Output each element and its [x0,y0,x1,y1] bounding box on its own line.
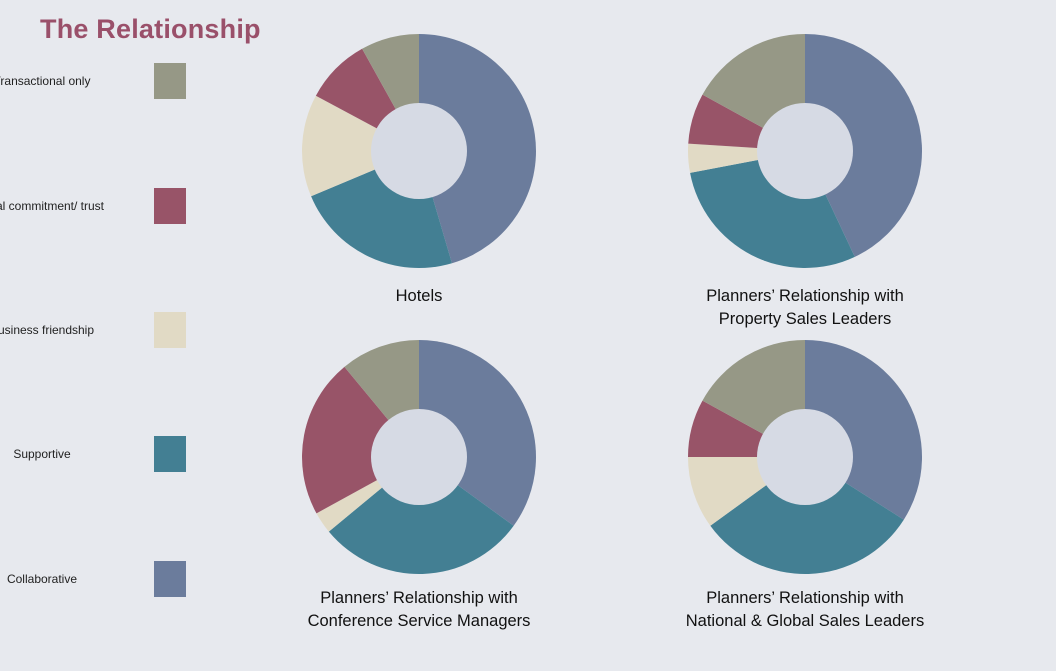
donut-hole [371,409,467,505]
legend-swatch [154,188,186,224]
donut-chart: Hotels [302,34,536,305]
legend-swatch [154,312,186,348]
donut-chart: Planners’ Relationship with Property Sale… [688,34,923,328]
chart-title-line: Hotels [396,287,443,305]
legend-label: Business friendship [0,323,95,337]
legend-item: Transactional only [0,61,200,101]
legend-swatch [154,436,186,472]
legend: Transactional only Total commitment/ trus… [0,0,260,671]
donut-hole [757,103,853,199]
chart-title-line: Property Sales Leaders [719,310,891,328]
chart-title-line: Planners’ Relationship with [320,589,518,607]
chart-title-line: Planners’ Relationship with [706,287,904,305]
legend-label: Total commitment/ trust [0,199,105,213]
donut-hole [757,409,853,505]
pie-slice [805,34,923,257]
chart-title-line: Conference Service Managers [308,612,531,630]
chart-title-line: Planners’ Relationship with [706,589,904,607]
pie-slice [419,34,536,264]
legend-item: Supportive [0,434,200,474]
chart-title-line: National & Global Sales Leaders [686,612,924,630]
chart-title: Planners’ Relationship with National & Gl… [686,589,924,630]
chart-title: Planners’ Relationship with Property Sale… [706,287,904,328]
legend-item: Total commitment/ trust [0,186,200,226]
pie-slice [328,457,514,574]
pie-slice [710,457,904,574]
legend-swatch [154,561,186,597]
chart-title: Planners’ Relationship with Conference Se… [308,589,531,630]
donut-chart: Planners’ Relationship with Conference Se… [302,340,536,630]
pie-slice [302,95,419,197]
pie-slice [302,366,419,514]
legend-label: Supportive [13,447,71,461]
pie-slice [419,340,536,526]
chart-title: Hotels [396,287,443,305]
legend-swatch [154,63,186,99]
legend-item: Collaborative [0,559,200,599]
legend-item: Business friendship [0,310,200,350]
legend-label: Collaborative [6,572,78,586]
page-title: The Relationship [40,14,261,44]
donut-hole [371,103,467,199]
donut-chart: Planners’ Relationship with National & Gl… [686,340,924,630]
legend-label: Transactional only [0,74,91,88]
